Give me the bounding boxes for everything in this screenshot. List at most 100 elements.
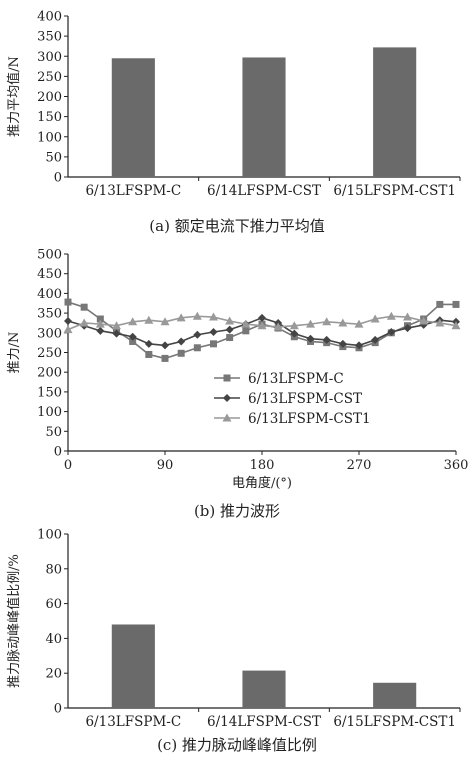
data-point [209,312,218,321]
chart-caption: (c) 推力脉动峰峰值比例 [157,736,317,754]
y-tick-label: 20 [45,667,62,682]
data-point [435,318,445,327]
bar-3 [373,47,417,177]
data-point [144,339,153,348]
data-point [322,335,331,344]
y-axis-label: 推力脉动峰峰值比例/% [6,554,22,688]
data-point [354,319,364,328]
data-point [64,316,72,325]
y-tick-label: 500 [37,248,62,263]
y-tick-label: 200 [37,366,62,381]
data-point [112,329,121,338]
category-label: 6/15LFSPM-CST1 [333,183,456,199]
data-point [436,300,444,308]
data-point [419,316,429,325]
data-point [306,319,315,328]
data-point [193,344,201,352]
data-point [64,298,72,306]
y-tick-label: 250 [37,346,62,361]
data-point [209,328,218,337]
category-label: 6/13LFSPM-C [85,714,181,730]
data-point [176,313,186,322]
y-tick-label: 250 [37,70,62,85]
data-point [79,318,89,327]
data-point [452,300,460,308]
data-point [241,319,251,328]
data-point [387,328,396,337]
category-label: 6/14LFSPM-CST [207,183,321,199]
legend-label: 6/13LFSPM-CST1 [248,411,371,427]
data-point [95,319,105,328]
legend: 6/13LFSPM-C 6/13LFSPM-CST 6/13LFSPM-CST1 [214,371,371,427]
data-point [338,339,347,348]
data-point [129,337,137,345]
chart-a: 0 50 100 150 200 250 300 350 400 6/13LFSPM-C 6/14L… [6,10,461,235]
x-tick-label: 180 [250,458,275,473]
x-axis-label: 电角度/(°) [232,475,292,491]
data-point [403,312,412,321]
chart-c: 0 20 40 60 80 100 6/13LFSPM-C 6/14LFSPM-CST 6/15… [6,528,461,754]
legend-label: 6/13LFSPM-C [248,371,344,387]
series-2 [64,313,460,350]
series-3 [63,311,461,334]
data-point [242,327,250,335]
data-point [128,317,138,326]
x-tick-label: 90 [157,458,174,473]
y-axis-label: 推力/N [7,332,22,374]
y-tick-label: 300 [37,326,62,341]
y-tick-label: 400 [37,287,62,302]
y-tick-label: 100 [37,130,62,145]
y-tick-label: 60 [45,597,62,612]
data-point [257,321,267,330]
data-point [177,337,186,346]
bar-1 [111,624,155,708]
category-label: 6/15LFSPM-CST1 [333,714,456,730]
data-point [386,311,396,320]
data-point [225,316,235,325]
data-point [63,325,73,334]
y-tick-label: 50 [45,425,62,440]
data-point [96,315,104,323]
y-tick-label: 80 [45,562,62,577]
y-tick-label: 40 [45,632,62,647]
data-point [177,349,185,357]
chart-b: 0 50 100 150 200 250 300 350 400 450 500 0 90 180 270 3… [7,248,468,521]
y-tick-label: 300 [37,50,62,65]
data-point [210,340,217,348]
data-point [145,350,153,358]
category-label: 6/13LFSPM-C [85,183,181,199]
legend-marker [222,413,232,422]
legend-label: 6/13LFSPM-CST [248,391,362,407]
y-tick-label: 100 [37,405,62,420]
data-point [355,341,363,350]
y-tick-label: 100 [37,528,62,543]
y-tick-label: 50 [45,150,62,165]
data-point [403,324,412,333]
data-point [451,321,461,330]
y-tick-label: 0 [54,445,62,460]
data-point [192,311,202,320]
bar-1 [111,58,155,178]
data-point [289,321,299,330]
data-point [80,303,88,311]
data-point [161,354,169,362]
y-tick-label: 150 [37,385,62,400]
legend-marker [223,394,231,402]
data-point [144,315,154,324]
category-label: 6/14LFSPM-CST [207,714,321,730]
data-point [128,332,137,341]
data-point [371,335,380,344]
data-point [161,341,169,350]
y-tick-label: 150 [37,110,62,125]
x-tick-label: 270 [347,458,372,473]
y-tick-label: 350 [37,307,62,322]
y-tick-label: 200 [37,90,62,105]
data-point [370,314,380,323]
bar-3 [373,682,417,708]
data-point [96,326,105,335]
bar-2 [242,57,286,177]
y-tick-label: 350 [37,30,62,45]
data-point [225,325,234,334]
legend-marker [223,374,231,382]
